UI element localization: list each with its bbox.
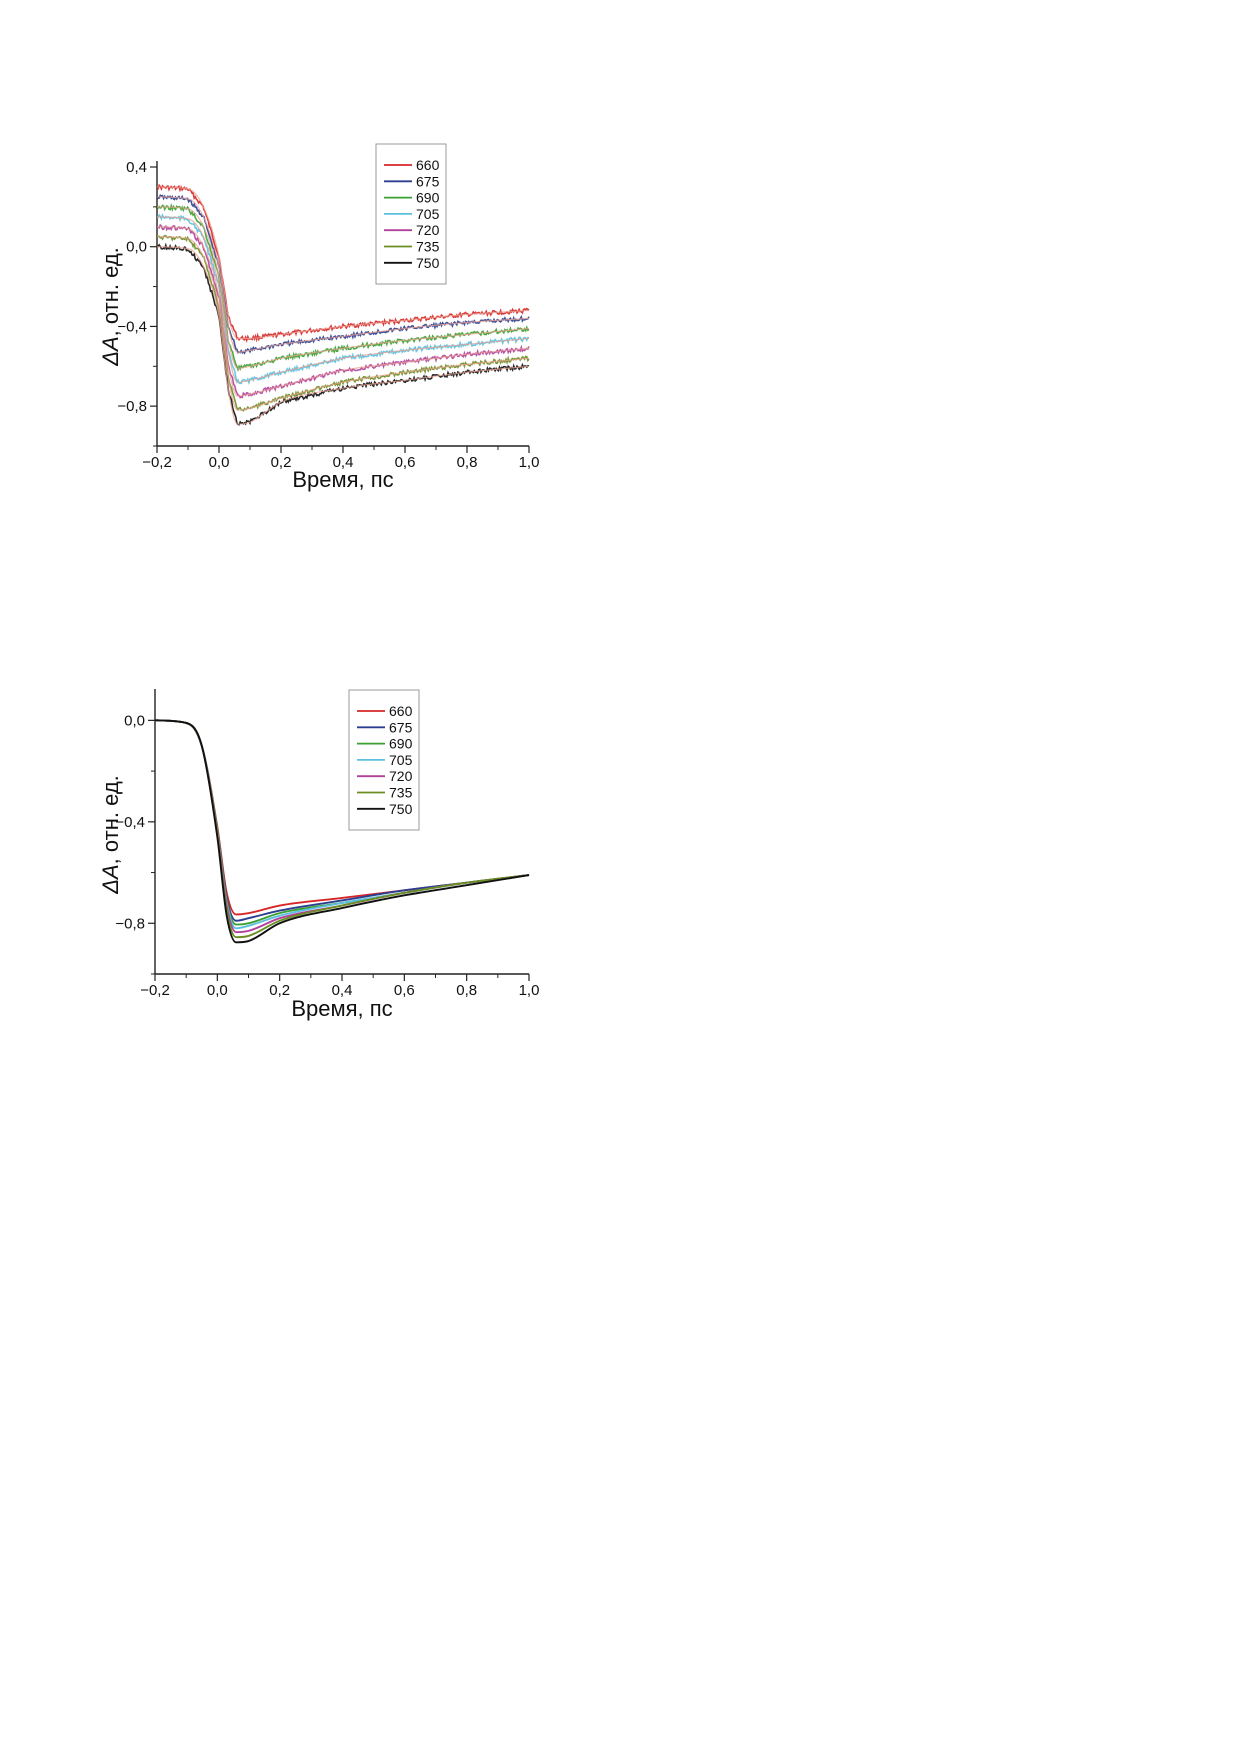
series-group xyxy=(157,183,530,426)
series-line-705-fit xyxy=(157,216,530,383)
x-tick-label: 0,6 xyxy=(394,982,415,999)
x-axis-title: Время, пс xyxy=(291,996,392,1021)
x-tick-label: 0,8 xyxy=(457,454,478,471)
legend-label-690: 690 xyxy=(389,736,413,752)
x-tick-label: −0,2 xyxy=(142,454,172,471)
legend-label-660: 660 xyxy=(416,157,440,173)
series-line-720-fit xyxy=(157,226,530,397)
y-tick-label: 0,4 xyxy=(126,159,147,176)
legend-label-720: 720 xyxy=(389,768,413,784)
x-tick-label: 0,8 xyxy=(456,982,477,999)
legend-label-705: 705 xyxy=(416,206,440,222)
series-line-750-fit xyxy=(157,246,530,425)
y-axis-title: ΔA, отн. ед. xyxy=(98,775,123,895)
legend-label-750: 750 xyxy=(416,255,440,271)
x-tick-label: 1,0 xyxy=(519,454,540,471)
y-tick-label: −0,8 xyxy=(117,398,147,415)
legend-label-660: 660 xyxy=(389,703,413,719)
y-axis-title: ΔA, отн. ед. xyxy=(98,247,123,367)
y-tick-label: −0,4 xyxy=(117,318,147,335)
x-tick-label: −0,2 xyxy=(140,982,170,999)
legend-label-675: 675 xyxy=(389,719,413,735)
x-tick-label: 0,4 xyxy=(333,454,354,471)
legend-label-690: 690 xyxy=(416,190,440,206)
y-axis-unit: , отн. ед. xyxy=(98,775,123,864)
y-tick-label: 0,0 xyxy=(126,239,147,256)
x-tick-label: 0,4 xyxy=(332,982,353,999)
chart-panel-bottom: −0,2 0,0 0,2 0,4 0,6 0,8 1,0 −0,8 −0,4 0,0 Время, … xyxy=(98,689,539,1021)
y-tick-label: −0,8 xyxy=(115,915,145,932)
series-line-735-fit xyxy=(157,236,530,411)
x-tick-label: 0,2 xyxy=(271,454,292,471)
series-group xyxy=(155,719,530,944)
y-tick-label: −0,4 xyxy=(115,814,145,831)
x-tick-label: 0,0 xyxy=(209,454,230,471)
chart-panel-top: −0,2 0,0 0,2 0,4 0,6 0,8 1,0−0,8−0,40,00,4Врем… xyxy=(98,143,540,492)
legend-label-750: 750 xyxy=(389,801,413,817)
legend-label-735: 735 xyxy=(416,239,440,255)
series-line-675 xyxy=(155,719,530,922)
x-tick-label: 0,0 xyxy=(207,982,228,999)
series-line-690-fit xyxy=(157,206,530,369)
series-line-660 xyxy=(155,719,530,916)
legend-label-705: 705 xyxy=(389,752,413,768)
legend-label-735: 735 xyxy=(389,785,413,801)
series-line-675-fit xyxy=(157,196,530,353)
x-tick-label: 1,0 xyxy=(519,982,540,999)
x-tick-label: 0,2 xyxy=(269,982,290,999)
series-line-750 xyxy=(155,719,530,944)
legend-label-675: 675 xyxy=(416,173,440,189)
series-line-690 xyxy=(155,719,530,926)
x-tick-label: 0,6 xyxy=(395,454,416,471)
series-line-660-fit xyxy=(157,186,530,339)
y-axis-unit: , отн. ед. xyxy=(98,247,123,336)
legend-label-720: 720 xyxy=(416,222,440,238)
y-axis-symbol: ΔA xyxy=(98,864,123,894)
x-axis-title: Время, пс xyxy=(292,467,393,492)
y-tick-label: 0,0 xyxy=(124,712,145,729)
y-axis-symbol: ΔA xyxy=(98,336,123,366)
series-line-735 xyxy=(155,719,530,939)
